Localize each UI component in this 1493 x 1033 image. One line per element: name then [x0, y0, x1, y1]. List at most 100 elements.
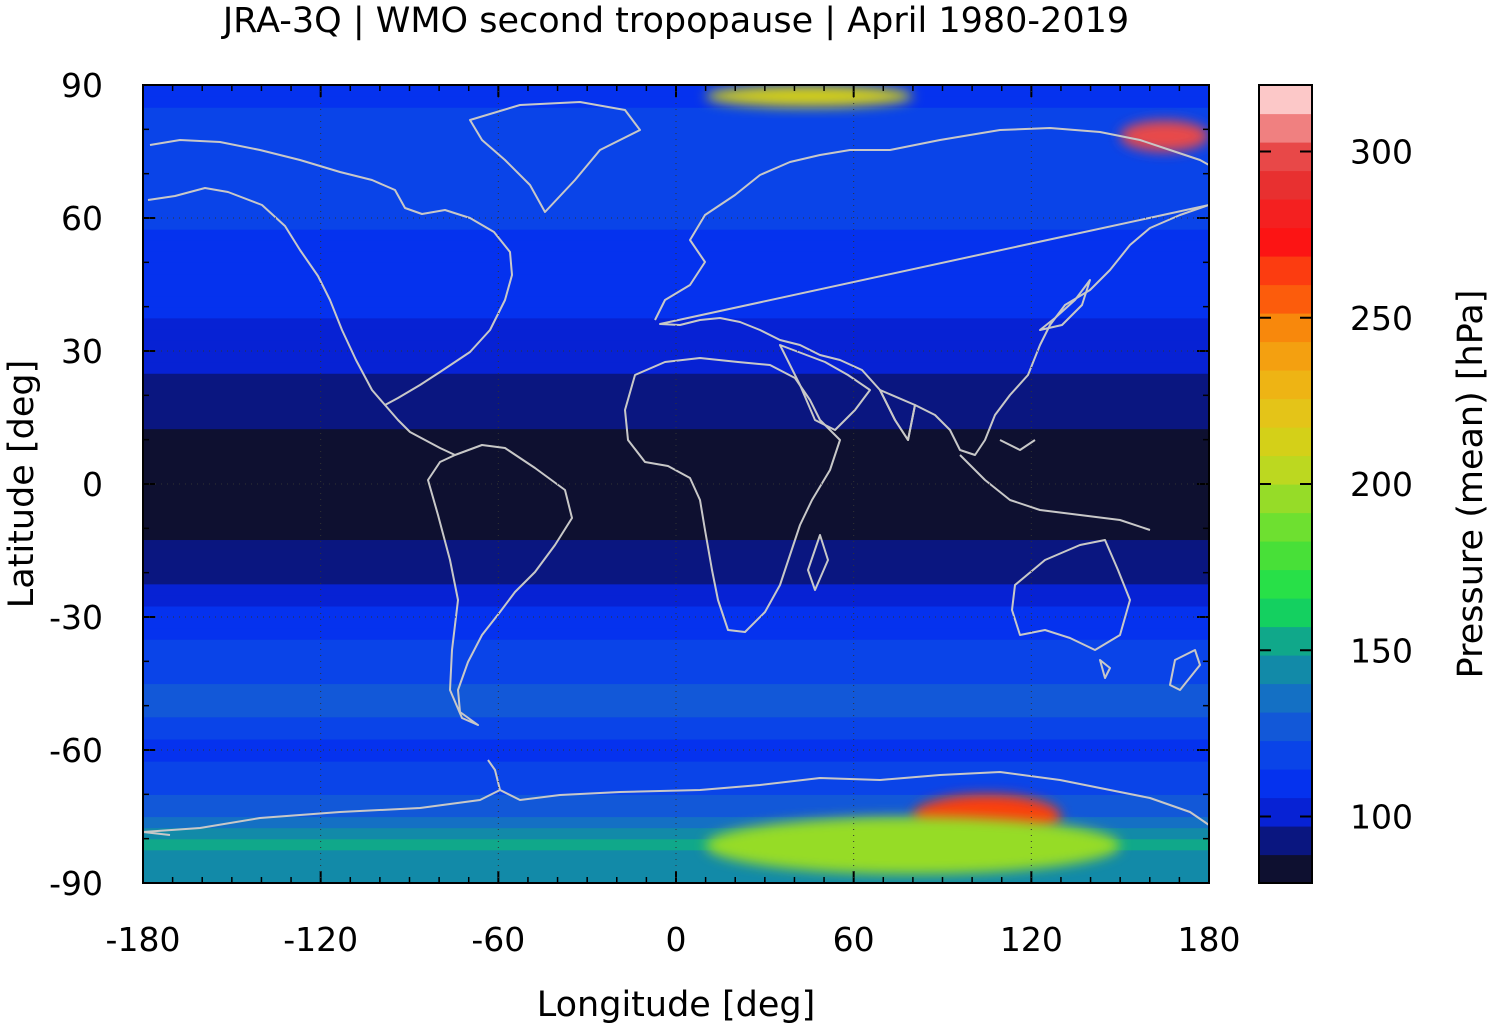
colorbar-ticks: 100 150 200 250 300: [1259, 133, 1413, 837]
zonal-band: [143, 461, 1209, 474]
zonal-band: [143, 650, 1209, 662]
zonal-band: [143, 251, 1209, 263]
colorbar-swatch: [1259, 256, 1312, 286]
coastline-africa: [624, 357, 841, 633]
coastline-antarctica: [143, 771, 1209, 833]
colorbar-swatch: [1259, 427, 1312, 457]
zonal-band: [143, 173, 1209, 186]
zonal-band: [143, 184, 1209, 197]
coastline-new-zealand: [1169, 649, 1201, 691]
zonal-band: [143, 339, 1209, 352]
zonal-band: [143, 240, 1209, 252]
colorbar-tick-label: 300: [1350, 133, 1413, 172]
y-axis-label: Latitude [deg]: [2, 360, 42, 608]
zonal-band: [143, 317, 1209, 330]
zonal-band: [143, 794, 1209, 807]
colorbar-swatch: [1259, 284, 1312, 314]
colorbar-tick-label: 200: [1350, 465, 1413, 504]
coastline-ross-sea: [143, 831, 171, 836]
x-tick-label: 120: [1000, 920, 1063, 959]
x-tick-label: 0: [666, 920, 687, 959]
zonal-band: [143, 738, 1209, 751]
colorbar-swatch: [1259, 683, 1312, 713]
zonal-band: [143, 417, 1209, 430]
zonal-band: [143, 384, 1209, 396]
zonal-band: [143, 328, 1209, 341]
colorbar-tick-label: 250: [1350, 299, 1413, 338]
colorbar-swatch: [1259, 170, 1312, 200]
zonal-band: [143, 428, 1209, 441]
colorbar-swatch: [1259, 797, 1312, 827]
zonal-band: [143, 772, 1209, 784]
colorbar-swatch: [1259, 455, 1312, 485]
colorbar-swatch: [1259, 769, 1312, 799]
gridlines: [143, 85, 1209, 883]
zonal-band: [143, 605, 1209, 618]
zonal-band: [143, 107, 1209, 119]
zonal-band: [143, 206, 1209, 219]
coastline-north-america: [147, 139, 513, 406]
zonal-band: [143, 639, 1209, 651]
colorbar-swatch: [1259, 826, 1312, 856]
colorbar-swatch: [1259, 569, 1312, 599]
coastline-japan: [1039, 279, 1091, 331]
zonal-band: [143, 816, 1209, 829]
zonal-band: [143, 539, 1209, 552]
coastline-arabia: [779, 344, 871, 431]
zonal-band: [143, 561, 1209, 574]
zonal-band: [143, 306, 1209, 319]
colorbar-swatch: [1259, 341, 1312, 371]
x-tick-label: 180: [1178, 920, 1241, 959]
y-tick-label: -30: [49, 598, 103, 637]
colorbar-tick-label: 150: [1350, 631, 1413, 670]
coastline-greenland: [469, 101, 641, 213]
regional-features: [705, 85, 1209, 875]
zonal-band: [143, 229, 1209, 241]
x-tick-label: -60: [471, 920, 525, 959]
zonal-band: [143, 528, 1209, 541]
x-tick-label: -120: [283, 920, 358, 959]
colorbar-swatch: [1259, 113, 1312, 143]
zonal-band: [143, 594, 1209, 607]
coastline-australia: [1011, 539, 1131, 651]
y-tick-label: -90: [49, 864, 103, 903]
x-axis-label: Longitude [deg]: [537, 985, 815, 1025]
colorbar-tick-label: 100: [1350, 798, 1413, 837]
coastline-antarctic-peninsula: [487, 759, 501, 791]
y-tick-label: 0: [82, 465, 103, 504]
coastline-tasmania: [1099, 659, 1111, 679]
colorbar-swatch: [1259, 541, 1312, 571]
zonal-band: [143, 484, 1209, 496]
zonal-band: [143, 783, 1209, 795]
zonal-band: [143, 351, 1209, 363]
chart-title: JRA-3Q | WMO second tropopause | April 1…: [221, 1, 1129, 41]
zonal-band: [143, 572, 1209, 585]
colorbar-swatch: [1259, 142, 1312, 172]
regional-maximum: [705, 85, 913, 108]
colorbar-swatch: [1259, 740, 1312, 770]
zonal-band: [143, 450, 1209, 463]
colorbar-swatch: [1259, 484, 1312, 514]
colorbar-swatch: [1259, 398, 1312, 428]
x-tick-label: 60: [833, 920, 875, 959]
x-tick-label: -180: [106, 920, 181, 959]
zonal-band: [143, 140, 1209, 153]
zonal-band: [143, 472, 1209, 485]
zonal-band: [143, 628, 1209, 640]
y-tick-label: -60: [49, 731, 103, 770]
plot-frame: [142, 84, 1210, 884]
colorbar-swatch: [1259, 199, 1312, 229]
y-tick-label: 60: [61, 199, 103, 238]
zonal-band: [143, 118, 1209, 130]
zonal-band: [143, 129, 1209, 142]
coastline-eurasia: [654, 127, 1209, 456]
zonal-band: [143, 761, 1209, 773]
zonal-band: [143, 716, 1209, 729]
zonal-band: [143, 617, 1209, 629]
x-axis-ticks: -180 -120 -60 0 60 120 180: [106, 85, 1241, 959]
zonal-band: [143, 406, 1209, 419]
y-axis-ticks: -90 -60 -30 0 30 60 90: [49, 66, 1209, 903]
zonal-band: [143, 683, 1209, 696]
zonal-band: [143, 273, 1209, 286]
zonal-band: [143, 495, 1209, 507]
